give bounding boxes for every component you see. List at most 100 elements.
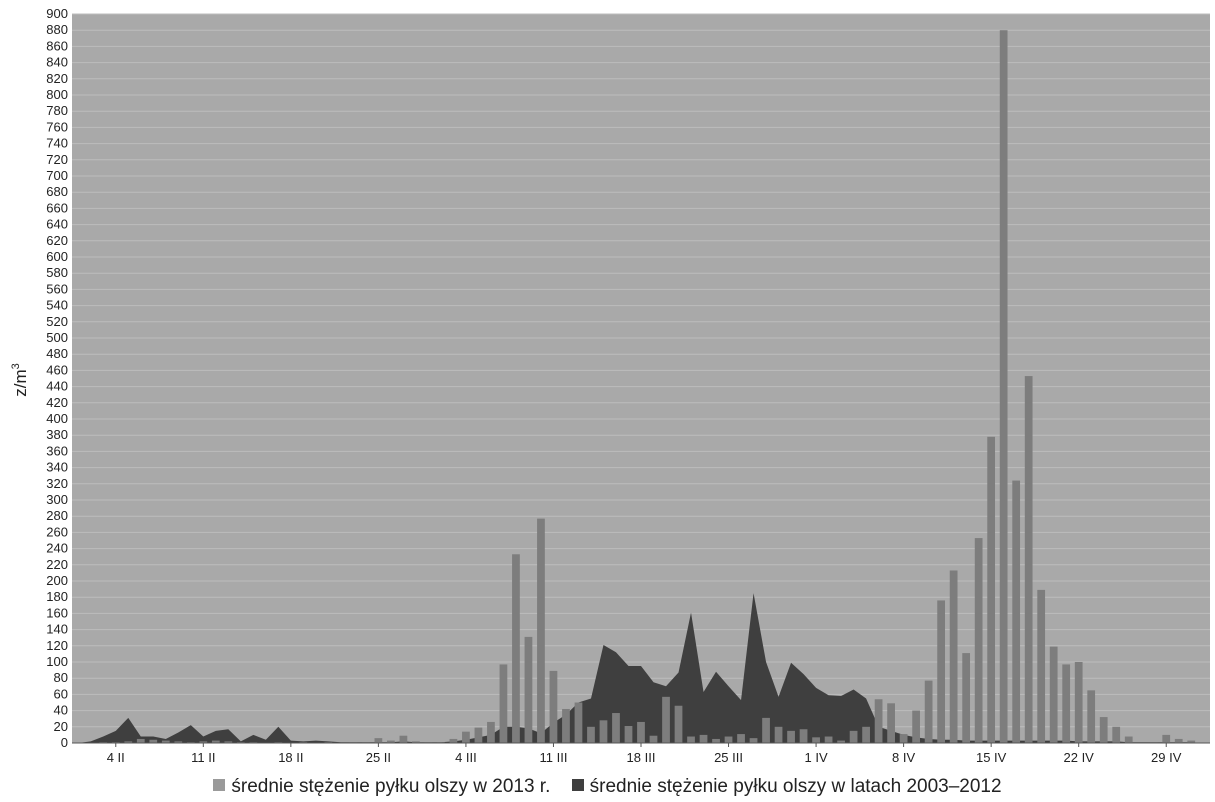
y-tick-label: 580 (46, 265, 68, 280)
plot-area (72, 14, 1210, 743)
y-tick-label: 460 (46, 362, 68, 377)
bar-2013 (499, 664, 508, 743)
y-tick-label: 220 (46, 557, 68, 572)
y-tick-label: 340 (46, 460, 68, 475)
y-tick-label: 660 (46, 200, 68, 215)
bar-2013 (649, 735, 658, 743)
x-tick-label: 18 II (278, 750, 303, 765)
y-tick-label: 400 (46, 411, 68, 426)
legend: średnie stężenie pyłku olszy w 2013 r. ś… (0, 776, 1215, 798)
y-tick-label: 180 (46, 589, 68, 604)
bar-2013 (899, 734, 908, 743)
y-tick-label: 900 (46, 6, 68, 21)
bar-2013 (412, 741, 420, 743)
bar-2013 (849, 730, 858, 743)
bar-2013 (599, 720, 608, 743)
bar-2013 (574, 702, 583, 743)
bar-2013 (1012, 480, 1021, 743)
x-tick-label: 4 II (107, 750, 125, 765)
x-tick-label: 15 IV (976, 750, 1007, 765)
legend-swatch-2013 (213, 779, 226, 791)
bar-2013 (924, 680, 933, 743)
y-axis-tick-labels: 0204060801001201401601802002202402602803… (46, 6, 68, 750)
bar-2013 (124, 741, 133, 743)
bar-2013 (699, 734, 708, 743)
x-axis-tick-labels: 4 II 11 II 18 II 25 II 4 III 11 III 18 III 25 I… (107, 743, 1182, 765)
y-tick-label: 700 (46, 168, 68, 183)
y-tick-label: 440 (46, 379, 68, 394)
bar-2013 (837, 740, 845, 743)
bar-2013 (762, 717, 770, 743)
bar-2013 (1112, 726, 1121, 743)
bar-2013 (612, 713, 620, 743)
x-tick-label: 25 III (714, 750, 743, 765)
bar-2013 (1187, 740, 1196, 743)
y-tick-label: 640 (46, 217, 68, 232)
grid-lines (72, 13, 1210, 744)
area-series-2003-2012 (78, 593, 1204, 743)
bar-2013 (637, 721, 645, 743)
bar-2013 (999, 30, 1008, 743)
x-tick-label: 11 III (539, 750, 567, 765)
area-series (78, 593, 1204, 743)
y-tick-label: 140 (46, 622, 68, 637)
bar-2013 (1024, 376, 1033, 743)
bar-2013 (912, 710, 920, 743)
x-tick-label: 4 III (455, 750, 477, 765)
bar-2013 (974, 538, 983, 743)
y-tick-label: 380 (46, 427, 68, 442)
y-tick-label: 500 (46, 330, 68, 345)
legend-item-2013: średnie stężenie pyłku olszy w 2013 r. (213, 776, 550, 798)
bar-2013 (1087, 690, 1096, 743)
bar-2013 (462, 731, 470, 743)
legend-label-2013: średnie stężenie pyłku olszy w 2013 r. (231, 776, 551, 797)
y-tick-label: 100 (46, 654, 68, 669)
bar-2013 (874, 699, 883, 743)
y-tick-label: 760 (46, 119, 68, 134)
y-tick-label: 680 (46, 184, 68, 199)
y-tick-label: 260 (46, 524, 68, 539)
y-tick-label: 880 (46, 22, 68, 37)
bar-2013 (149, 739, 158, 743)
bar-2013 (812, 737, 820, 743)
y-axis-label-text: z/m (11, 369, 30, 396)
y-tick-label: 620 (46, 233, 68, 248)
x-tick-label: 22 IV (1064, 750, 1095, 765)
y-tick-label: 780 (46, 103, 68, 118)
y-tick-label: 360 (46, 443, 68, 458)
bar-2013 (224, 741, 233, 743)
y-tick-label: 280 (46, 508, 68, 523)
y-tick-label: 840 (46, 55, 68, 70)
bar-2013 (474, 727, 483, 743)
y-tick-label: 820 (46, 71, 68, 86)
bar-2013 (774, 726, 783, 743)
bar-2013 (799, 729, 808, 743)
x-tick-label: 11 II (191, 750, 215, 765)
bar-2013 (862, 726, 870, 743)
bar-2013 (887, 703, 895, 743)
bar-2013 (987, 436, 996, 743)
bar-2013 (211, 740, 220, 743)
bar-2013 (724, 736, 733, 743)
x-tick-label: 18 III (627, 750, 656, 765)
bar-2013 (937, 600, 946, 743)
bar-2013 (749, 738, 758, 743)
legend-swatch-2003-2012 (571, 779, 584, 791)
bar-2013 (787, 730, 795, 743)
y-tick-label: 720 (46, 152, 68, 167)
legend-label-2003-2012: średnie stężenie pyłku olszy w latach 20… (589, 776, 1002, 797)
y-tick-label: 540 (46, 298, 68, 313)
bar-2013 (1049, 646, 1058, 743)
bar-2013 (737, 734, 745, 743)
bar-series (99, 30, 1196, 743)
chart: 0204060801001201401601802002202402602803… (10, 6, 1210, 765)
bar-2013 (712, 738, 720, 743)
bar-2013 (1124, 736, 1133, 743)
bar-2013 (1174, 738, 1183, 743)
bar-2013 (487, 721, 495, 743)
y-tick-label: 0 (61, 735, 68, 750)
bar-2013 (537, 518, 545, 743)
bar-2013 (674, 705, 683, 743)
x-tick-label: 1 IV (805, 750, 828, 765)
y-tick-label: 600 (46, 249, 68, 264)
